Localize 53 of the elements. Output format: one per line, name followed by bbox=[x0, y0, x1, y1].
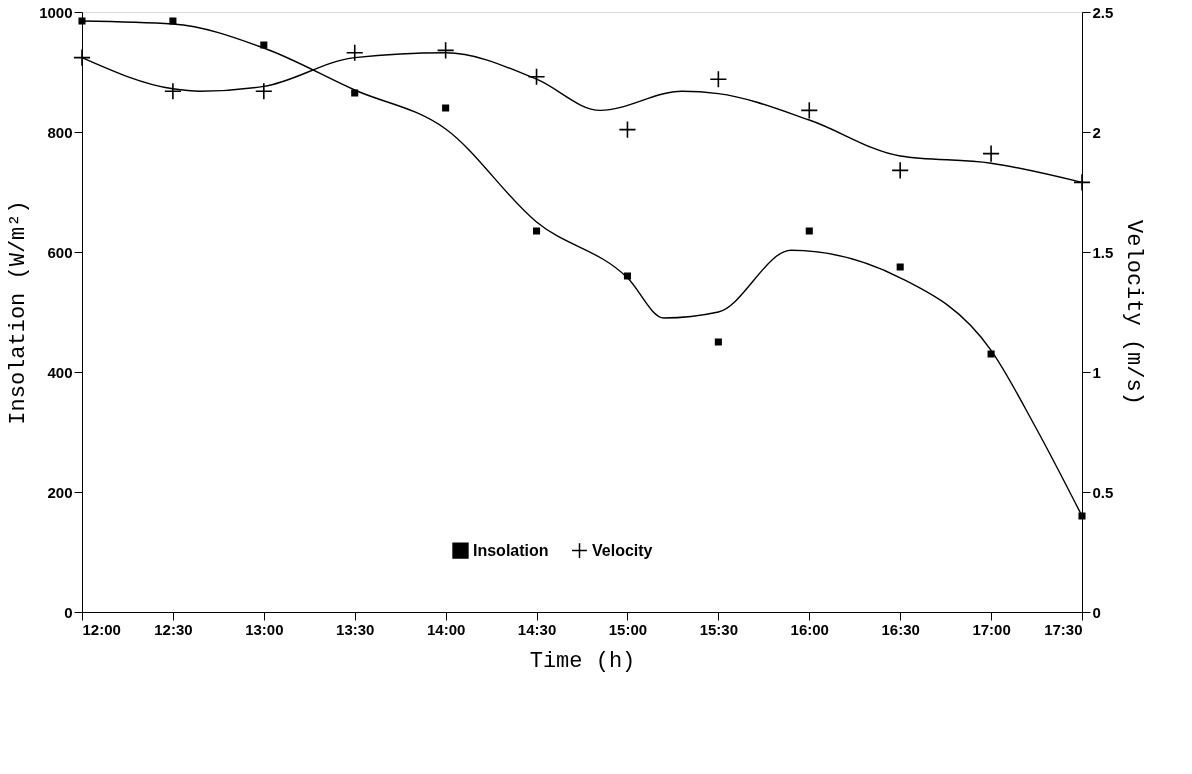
point bbox=[709, 70, 728, 89]
x-tick-label: 17:30 bbox=[1044, 620, 1083, 638]
point bbox=[1073, 173, 1091, 192]
point bbox=[618, 120, 637, 139]
point bbox=[254, 82, 273, 101]
x-tick-label: 12:30 bbox=[154, 620, 193, 638]
legend-label: Velocity bbox=[592, 541, 653, 559]
point bbox=[800, 101, 819, 120]
point bbox=[351, 89, 359, 97]
y-tick-label: 800 bbox=[47, 123, 73, 141]
y2-tick-label: 2 bbox=[1092, 123, 1101, 141]
point bbox=[260, 41, 268, 49]
y-tick-label: 200 bbox=[47, 483, 73, 501]
y2-tick-label: 1 bbox=[1092, 363, 1101, 381]
point bbox=[78, 17, 86, 25]
point bbox=[345, 43, 364, 62]
y2-tick-label: 2.5 bbox=[1092, 3, 1114, 21]
point bbox=[169, 17, 177, 25]
point bbox=[714, 338, 722, 346]
point bbox=[987, 350, 995, 358]
y-tick-label: 0 bbox=[64, 603, 73, 621]
point bbox=[891, 161, 910, 180]
x-tick-label: 15:30 bbox=[699, 620, 739, 638]
point bbox=[805, 227, 813, 235]
x-tick-label: 12:00 bbox=[82, 620, 121, 638]
y2-axis-title: Velocity (m/s) bbox=[1121, 220, 1147, 405]
y-tick-label: 1000 bbox=[39, 3, 73, 21]
point bbox=[442, 104, 450, 112]
y-tick-label: 400 bbox=[47, 363, 73, 381]
x-tick-label: 16:30 bbox=[881, 620, 920, 638]
x-tick-label: 14:00 bbox=[426, 620, 466, 638]
x-tick-label: 13:30 bbox=[336, 620, 375, 638]
y-axis-title: Insolation (W/m²) bbox=[6, 200, 32, 425]
point bbox=[533, 227, 541, 235]
y2-tick-label: 0.5 bbox=[1092, 483, 1114, 501]
point bbox=[1078, 512, 1086, 520]
point bbox=[896, 263, 904, 271]
y-tick-label: 600 bbox=[47, 243, 73, 261]
y2-tick-label: 0 bbox=[1092, 603, 1101, 621]
point bbox=[982, 144, 1000, 163]
point bbox=[73, 48, 91, 67]
x-tick-label: 14:30 bbox=[517, 620, 557, 638]
y2-tick-label: 1.5 bbox=[1092, 243, 1114, 261]
point bbox=[527, 67, 546, 86]
legend-label: Insolation bbox=[473, 541, 549, 559]
x-axis-title: Time (h) bbox=[529, 648, 636, 674]
point bbox=[436, 41, 455, 60]
x-tick-label: 16:00 bbox=[790, 620, 829, 638]
point bbox=[623, 272, 631, 280]
x-tick-label: 17:00 bbox=[972, 620, 1011, 638]
x-tick-label: 15:00 bbox=[608, 620, 648, 638]
x-tick-label: 13:00 bbox=[245, 620, 284, 638]
point bbox=[164, 82, 182, 101]
